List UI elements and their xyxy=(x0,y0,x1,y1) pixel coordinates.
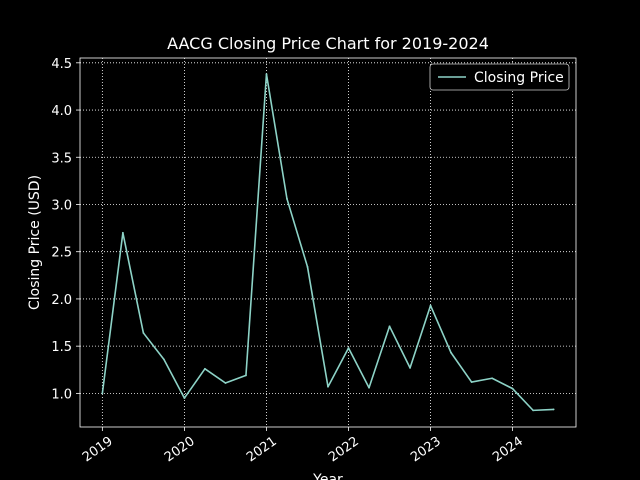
y-axis-ticks: 1.0 1.5 2.0 2.5 3.0 3.5 4.0 4.5 xyxy=(51,57,80,402)
chart-title: AACG Closing Price Chart for 2019-2024 xyxy=(167,34,489,53)
data-point xyxy=(163,358,165,361)
y-tick-label-1-0: 1.0 xyxy=(51,387,72,402)
y-tick-label-3-0: 3.0 xyxy=(51,198,72,213)
x-axis-label: Year xyxy=(312,472,343,480)
data-point xyxy=(347,347,350,349)
data-point xyxy=(532,409,535,412)
legend-box xyxy=(429,63,570,91)
y-tick-label-2-0: 2.0 xyxy=(51,293,72,308)
data-point xyxy=(409,366,411,369)
data-point xyxy=(204,367,206,370)
data-point xyxy=(491,377,493,380)
y-tick-label-1-5: 1.5 xyxy=(51,340,72,355)
data-point xyxy=(511,387,514,390)
plot-frame xyxy=(79,57,577,428)
y-tick-label-4-5: 4.5 xyxy=(51,57,72,72)
series-group xyxy=(101,73,555,412)
legend: Closing Price xyxy=(429,63,570,91)
y-tick-label-2-5: 2.5 xyxy=(51,246,72,261)
data-point xyxy=(429,304,432,307)
data-point xyxy=(388,325,391,328)
y-axis-label: Closing Price (USD) xyxy=(27,175,43,310)
data-point xyxy=(306,265,309,268)
data-point xyxy=(183,397,186,399)
data-point xyxy=(450,351,452,354)
data-point xyxy=(470,381,473,383)
data-point xyxy=(224,382,227,384)
data-point xyxy=(101,392,104,395)
data-point xyxy=(245,374,247,377)
y-tick-label-3-5: 3.5 xyxy=(51,151,72,166)
data-point xyxy=(265,73,268,76)
legend-label-closing-price: Closing Price xyxy=(474,70,564,86)
y-tick-label-4-0: 4.0 xyxy=(51,104,72,119)
data-point xyxy=(368,386,370,389)
data-point xyxy=(286,197,288,200)
data-point xyxy=(121,231,124,234)
data-point xyxy=(552,408,555,411)
data-point xyxy=(142,332,145,334)
data-point xyxy=(327,385,329,388)
